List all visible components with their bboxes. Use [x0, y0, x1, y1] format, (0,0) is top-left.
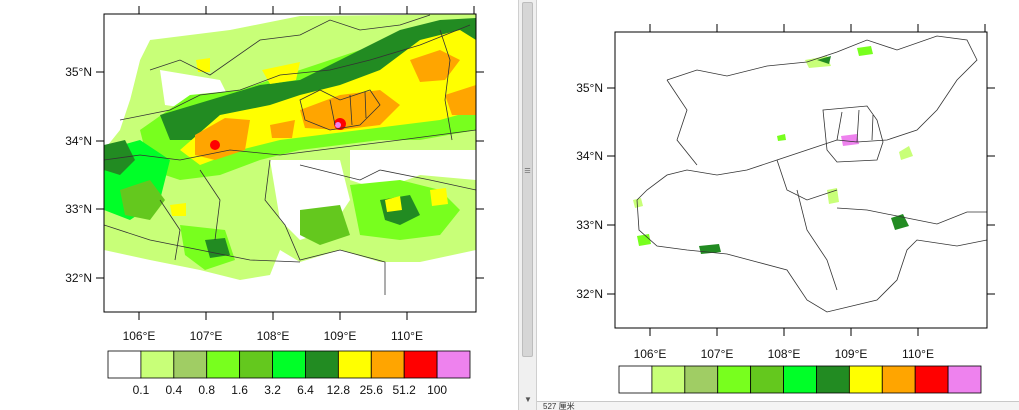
- right-colorbar: [618, 365, 982, 394]
- left-colorbar-box: [107, 350, 142, 379]
- left-map-ticks: [96, 6, 484, 320]
- status-bar: 527 厘米: [537, 401, 1019, 410]
- right-colorbar-box: [783, 365, 817, 394]
- left-map-frame: [103, 13, 477, 313]
- left-colorbar-tick-label: 6.4: [297, 383, 314, 397]
- right-lat-label-33: 33°N: [576, 218, 603, 232]
- left-colorbar-tick-label: 0.4: [165, 383, 182, 397]
- right-lon-label-108: 108°E: [768, 347, 801, 361]
- right-admin-boundaries: [636, 35, 987, 313]
- left-lon-label-108: 108°E: [257, 329, 290, 343]
- right-precip-field: [633, 46, 913, 254]
- right-colorbar-box: [816, 365, 850, 394]
- right-map-figure: 35°N 34°N 33°N 32°N 106°E 107°E 108°E 10…: [576, 24, 995, 394]
- left-colorbar-tick-label: 1.6: [231, 383, 248, 397]
- left-colorbar-box: [403, 350, 438, 379]
- left-colorbar-tick-label: 25.6: [360, 383, 384, 397]
- right-lon-label-106: 106°E: [634, 347, 667, 361]
- scroll-down-arrow-icon[interactable]: ▼: [524, 395, 532, 404]
- left-lat-label-32: 32°N: [65, 271, 92, 285]
- right-lon-label-109: 109°E: [835, 347, 868, 361]
- left-map-panel: 35°N 34°N 33°N 32°N 106°E 107°E 108°E 10…: [65, 6, 484, 397]
- left-lon-label-109: 109°E: [324, 329, 357, 343]
- left-colorbar-box: [206, 350, 241, 379]
- left-lon-label-106: 106°E: [123, 329, 156, 343]
- left-colorbar-tick-label: 0.8: [198, 383, 215, 397]
- right-lon-label-110: 110°E: [902, 347, 934, 361]
- left-colorbar-box: [239, 350, 273, 379]
- left-colorbar-tick-label: 51.2: [393, 383, 417, 397]
- left-colorbar-tick-label: 100: [427, 383, 447, 397]
- scrollbar-thumb[interactable]: [522, 2, 533, 357]
- left-precip-field: [104, 14, 476, 280]
- splitter-grip-icon[interactable]: ≡: [524, 165, 531, 177]
- left-map-figure: 35°N 34°N 33°N 32°N 106°E 107°E 108°E 10…: [65, 6, 484, 397]
- left-lat-label-33: 33°N: [65, 202, 92, 216]
- left-colorbar-box: [337, 350, 372, 379]
- right-lat-label-32: 32°N: [576, 287, 603, 301]
- left-colorbar-box: [140, 350, 175, 379]
- left-colorbar-box: [370, 350, 405, 379]
- left-admin-boundaries: [104, 14, 476, 295]
- left-lon-label-107: 107°E: [190, 329, 223, 343]
- right-colorbar-box: [881, 365, 916, 394]
- right-map-frame: [614, 31, 988, 329]
- right-colorbar-box: [848, 365, 883, 394]
- right-colorbar-box: [914, 365, 949, 394]
- right-colorbar-box: [618, 365, 653, 394]
- right-colorbar-box: [717, 365, 752, 394]
- right-colorbar-box: [684, 365, 719, 394]
- left-colorbar-box: [173, 350, 208, 379]
- left-colorbar-box: [272, 350, 306, 379]
- right-map-ticks: [607, 24, 995, 336]
- right-colorbar-box: [651, 365, 686, 394]
- right-map-panel: 35°N 34°N 33°N 32°N 106°E 107°E 108°E 10…: [537, 0, 1019, 410]
- left-colorbar-box: [436, 350, 471, 379]
- right-colorbar-box: [750, 365, 784, 394]
- left-colorbar-tick-label: 3.2: [264, 383, 281, 397]
- right-lat-label-34: 34°N: [576, 149, 603, 163]
- left-lon-label-110: 110°E: [391, 329, 423, 343]
- right-lon-label-107: 107°E: [701, 347, 734, 361]
- left-lat-label-35: 35°N: [65, 65, 92, 79]
- left-colorbar-tick-label: 0.1: [133, 383, 150, 397]
- left-colorbar: 0.1 0.4 0.8 1.6 3.2 6.4 12.8 25.6 51.2 100: [107, 350, 471, 397]
- right-colorbar-box: [947, 365, 982, 394]
- pane-splitter[interactable]: ≡ ▼: [518, 0, 537, 410]
- right-lat-label-35: 35°N: [576, 81, 603, 95]
- left-colorbar-tick-label: 12.8: [327, 383, 351, 397]
- left-colorbar-box: [305, 350, 339, 379]
- left-lat-label-34: 34°N: [65, 134, 92, 148]
